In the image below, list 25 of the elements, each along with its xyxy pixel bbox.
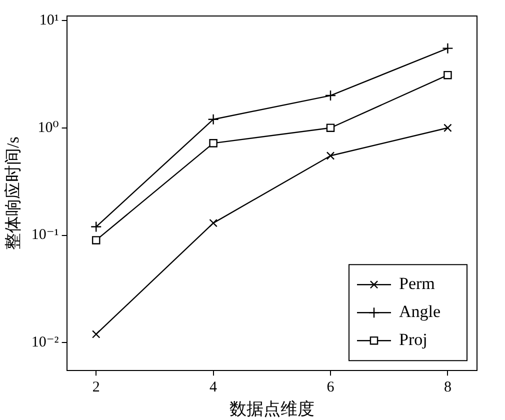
point (90, 221, 102, 232)
x-tick-label: 8 (444, 380, 452, 396)
point (442, 42, 454, 54)
y-tick-label: 10¹ (39, 12, 59, 28)
point (92, 236, 100, 244)
point (326, 124, 335, 132)
point (324, 90, 336, 102)
x-axis-title: 数据点维度 (229, 399, 314, 418)
x-tick-label: 2 (92, 380, 100, 396)
point (444, 124, 452, 132)
y-tick-label: 10⁻¹ (31, 227, 59, 244)
point (326, 152, 335, 160)
point (208, 114, 219, 125)
y-axis-title: 整体响应时间/s (4, 136, 23, 250)
point (209, 139, 218, 148)
legend-label: Angle (399, 302, 441, 322)
x-tick-label: 6 (326, 380, 335, 396)
legend-label: Proj (399, 330, 428, 350)
point (209, 218, 218, 228)
y-tick-label: 10⁻² (31, 334, 60, 351)
y-tick-label: 10⁰ (38, 120, 59, 136)
x-tick-label: 4 (210, 380, 218, 396)
point (92, 330, 100, 338)
point (444, 70, 452, 80)
legend-label: Perm (399, 274, 435, 294)
